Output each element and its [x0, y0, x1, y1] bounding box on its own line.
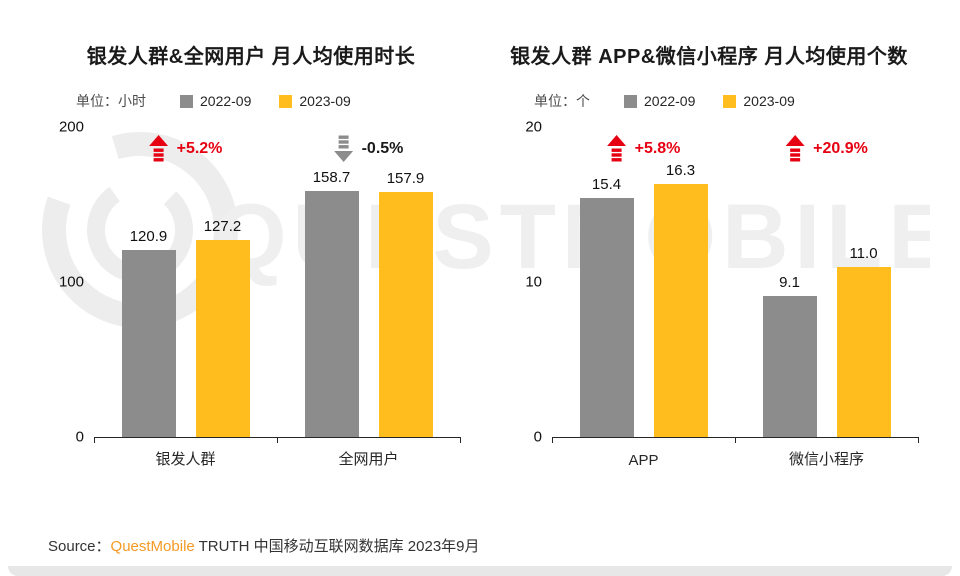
slide-bottom-edge — [8, 566, 952, 576]
legend-swatch-gray — [624, 94, 637, 108]
y-axis-tick: 0 — [75, 428, 84, 446]
bar — [579, 198, 634, 437]
change-annotation: +5.2% — [148, 135, 223, 162]
y-axis-tick: 100 — [58, 273, 84, 291]
trend-up-icon — [606, 135, 626, 162]
unit-label: 单位：小时 — [76, 93, 146, 109]
bar-column: 120.9 — [121, 227, 176, 437]
bar-value-label: 16.3 — [665, 162, 696, 180]
legend: 2022-09 2023-09 — [180, 93, 351, 109]
x-axis-tick-mark — [552, 437, 553, 443]
x-axis-tick-mark — [277, 437, 278, 443]
legend-swatch-yellow — [723, 94, 737, 108]
bar-column: 11.0 — [836, 244, 891, 437]
change-annotation: +5.8% — [606, 135, 681, 162]
bar-pair: 9.1 11.0 — [762, 127, 891, 437]
change-percent-label: +5.2% — [176, 139, 223, 157]
legend-label: 2023-09 — [299, 93, 351, 109]
bar-column: 157.9 — [378, 170, 433, 437]
bar-pair: 15.4 16.3 — [579, 127, 708, 437]
source-prefix: Source： — [48, 538, 111, 555]
bar-value-label: 15.4 — [591, 176, 622, 194]
source-rest: TRUTH 中国移动互联网数据库 2023年9月 — [194, 538, 480, 555]
legend-item-2022: 2022-09 — [180, 93, 251, 109]
chart-title: 银发人群 APP&微信小程序 月人均使用个数 — [510, 46, 908, 68]
chart-panel-app-count: 银发人群 APP&微信小程序 月人均使用个数 单位：个 2022-09 2023… — [480, 26, 938, 486]
x-axis-tick-mark — [94, 437, 95, 443]
category-label: 全网用户 — [338, 451, 399, 468]
bar-column: 158.7 — [304, 169, 359, 437]
change-annotation: +20.9% — [785, 135, 868, 162]
legend-item-2022: 2022-09 — [624, 93, 695, 109]
change-percent-label: -0.5% — [361, 139, 404, 157]
bar-column: 9.1 — [762, 273, 817, 437]
x-axis-tick-mark — [460, 437, 461, 443]
charts-row: 银发人群&全网用户 月人均使用时长 单位：小时 2022-09 2023-09 … — [22, 26, 938, 486]
bar-value-label: 127.2 — [203, 217, 242, 235]
y-axis-tick: 0 — [533, 428, 542, 446]
trend-up-icon — [785, 135, 805, 162]
legend-label: 2022-09 — [200, 93, 252, 109]
bar-column: 127.2 — [195, 217, 250, 437]
legend-label: 2022-09 — [644, 93, 696, 109]
legend-swatch-gray — [180, 94, 193, 108]
change-percent-label: +20.9% — [813, 139, 868, 157]
bar-column: 15.4 — [579, 176, 634, 437]
bar-value-label: 157.9 — [386, 170, 425, 188]
legend-item-2023: 2023-09 — [723, 93, 795, 109]
bar-value-label: 158.7 — [312, 169, 351, 187]
x-axis-tick-mark — [918, 437, 919, 443]
source-brand: QuestMobile — [110, 538, 195, 555]
bar-group: +20.9% 9.1 11.0 微信小程序 — [735, 127, 918, 468]
trend-down-icon — [333, 135, 353, 162]
y-axis-tick: 10 — [525, 273, 542, 291]
trend-up-icon — [148, 135, 168, 162]
bar — [653, 184, 708, 437]
bar — [304, 191, 359, 437]
chart-panel-usage-time: 银发人群&全网用户 月人均使用时长 单位：小时 2022-09 2023-09 … — [22, 26, 480, 486]
bar-pair: 158.7 157.9 — [304, 127, 433, 437]
bar-value-label: 11.0 — [849, 244, 878, 262]
bar-value-label: 120.9 — [129, 227, 168, 245]
chart-title: 银发人群&全网用户 月人均使用时长 — [86, 46, 416, 68]
bar — [836, 266, 891, 437]
y-axis-tick: 20 — [525, 118, 542, 136]
bar-group: +5.2% 120.9 127.2 银发人群 — [94, 127, 277, 468]
bar — [195, 239, 250, 437]
bar-group: -0.5% 158.7 157.9 全网用户 — [277, 127, 460, 468]
bar-pair: 120.9 127.2 — [121, 127, 250, 437]
bar-value-label: 9.1 — [779, 273, 800, 291]
change-annotation: -0.5% — [333, 135, 404, 162]
plot-area: 0 10 20 +5.8% 15.4 16.3 APP +20.9% 9.1 11.0 微信小程序 — [525, 120, 919, 469]
legend-label: 2023-09 — [743, 93, 795, 109]
unit-label: 单位：个 — [534, 93, 590, 109]
plot-area: 0 100 200 +5.2% 120.9 127.2 银发人群 -0.5% 158.7 157.… — [59, 120, 461, 468]
category-label: APP — [628, 452, 659, 469]
category-label: 微信小程序 — [788, 451, 865, 468]
bar — [121, 249, 176, 437]
legend-swatch-yellow — [279, 94, 293, 108]
legend-item-2023: 2023-09 — [279, 93, 351, 109]
chart-meta-row: 单位：小时 2022-09 2023-09 — [76, 91, 466, 111]
change-percent-label: +5.8% — [634, 139, 681, 157]
x-axis-tick-mark — [735, 437, 736, 443]
bar — [762, 295, 817, 437]
chart-meta-row: 单位：个 2022-09 2023-09 — [534, 91, 924, 111]
bar-column: 16.3 — [653, 162, 708, 437]
y-axis-tick: 200 — [58, 118, 84, 136]
source-line: Source：QuestMobile TRUTH 中国移动互联网数据库 2023… — [48, 535, 480, 556]
category-label: 银发人群 — [155, 451, 216, 468]
legend: 2022-09 2023-09 — [624, 93, 795, 109]
bar-group: +5.8% 15.4 16.3 APP — [552, 127, 735, 469]
bar — [378, 192, 433, 437]
